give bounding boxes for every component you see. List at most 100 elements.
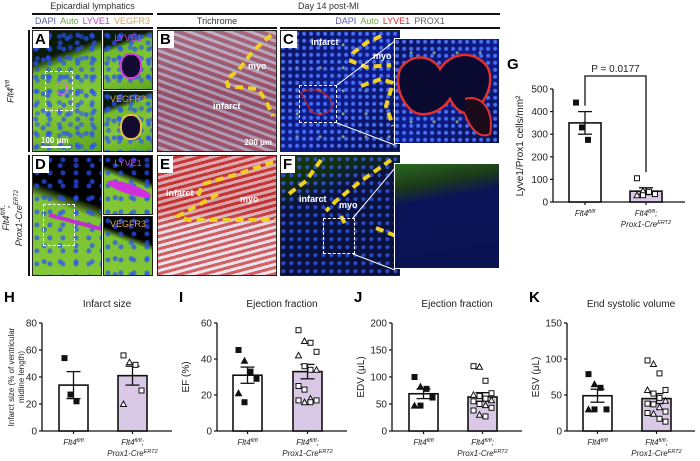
data-point [650,401,657,408]
y-axis-label: EDV (μL) [356,356,367,397]
region-boundary-dashes [173,160,276,222]
p-value-annotation: P = 0.0177 [591,64,640,75]
data-point [656,394,663,401]
inset-label-vegfr3: VEGFR3 [109,94,146,104]
x-category-knockout-line2: Prox1-CreERT2 [282,449,332,458]
data-point [590,380,599,388]
y-axis-label: ESV (μL) [531,357,542,398]
x-category-knockout-line2: Prox1-CreERT2 [621,220,671,229]
data-point [661,396,670,404]
data-point [73,398,80,405]
data-point [649,359,658,368]
data-point [417,402,424,409]
data-point [488,390,495,397]
data-point [295,327,302,334]
y-tick-label: 0 [542,198,548,209]
region-label-infarct: infarct [213,101,241,111]
data-point [475,362,484,370]
data-point [313,348,320,355]
y-axis-label: EF (%) [181,361,192,392]
lymphatic-vessel [105,177,152,201]
region-boundary-dashes [284,158,397,271]
data-point [603,406,610,413]
stain-dapi: DAPI [35,16,57,26]
data-point [597,384,604,391]
y-tick-label: 500 [531,85,548,96]
micrograph-panel-a: A 100 μm [32,30,102,152]
y-tick-label: 50 [551,391,563,402]
zoom-region-box [323,218,355,254]
data-point [655,403,664,411]
region-label-infarct: infarct [299,194,327,204]
data-point [649,409,658,417]
data-point [591,406,598,413]
header-rule-left-top [32,13,153,15]
data-point [423,385,430,392]
svg-text:EDV (μL): EDV (μL) [356,356,367,397]
chart-title: End systolic volume [587,299,676,310]
inset-a-vegfr3: VEGFR3 [103,91,153,152]
data-point [585,136,591,143]
header-rule-right-bottom [280,27,500,29]
panel-label-c: C [281,31,297,48]
micrograph-panel-c: C infarct myo [280,30,400,152]
y-tick-label: 0 [381,427,387,438]
panel-label-g: G [507,56,519,73]
zoom-region-box [43,204,75,246]
stain-auto: Auto [360,16,379,26]
panel-label-b: B [158,31,174,48]
data-point [301,363,308,370]
data-point [482,413,489,420]
region-label-myo: myo [248,61,267,71]
panel-label-a: A [33,31,49,48]
x-category-knockout: Flt4fl/fl; [645,438,668,447]
data-point [138,387,145,394]
data-point [410,401,419,409]
y-axis-label: Lyve1/Prox1 cells/mm² [515,95,526,196]
svg-text:Infarct size (% of ventricular: Infarct size (% of ventricular [7,327,16,426]
inset-a-lyve1: LYVE1 [103,30,153,90]
y-tick-label: 100 [545,355,562,366]
inset-label-lyve1: LYVE1 [114,33,142,43]
y-tick-label: 80 [26,319,38,330]
data-point [132,361,139,368]
chart-j-edv: J Ejection fraction 0 50 100 150 200 EDV (μL) Fl… [354,289,522,458]
data-point [416,382,425,390]
data-point [579,124,585,131]
svg-text:ESV (μL): ESV (μL) [531,357,542,398]
data-point [300,336,309,344]
x-category-knockout: Flt4fl/fl; [635,209,658,218]
lymphatic-vessel [120,114,142,140]
data-point [253,375,260,382]
svg-text:midline length): midline length) [17,351,26,403]
micrograph-panel-e: E infarct myo [157,155,277,276]
data-point [120,352,127,359]
data-point [294,351,303,359]
header-trichrome: Trichrome [196,16,238,26]
x-category-control: Flt4fl/fl [587,438,608,447]
panel-label-e: E [158,156,174,173]
data-point [119,399,128,407]
data-point [301,386,308,393]
panel-label-f: F [281,156,296,173]
data-point [429,394,436,401]
stain-legend-right: DAPI Auto LYVE1 PROX1 [280,16,500,26]
region-label-myo: myo [240,194,259,204]
data-point [307,399,314,406]
data-point [470,407,477,414]
zoom-region-box [299,85,337,123]
region-label-myo: myo [373,51,392,61]
panel-label-i: I [179,289,183,306]
data-point [411,374,418,380]
data-point [307,366,314,373]
data-point [475,410,484,418]
y-tick-label: 300 [531,130,548,141]
row-label-cre: Prox1-Cre [14,205,24,247]
y-tick-label: 100 [531,175,548,186]
data-point [312,365,321,373]
panel-label-k: K [529,289,540,306]
data-point [656,370,663,377]
data-point [300,398,309,406]
stain-prox1: PROX1 [414,16,445,26]
inset-label-vegfr3: VEGFR3 [109,219,146,229]
